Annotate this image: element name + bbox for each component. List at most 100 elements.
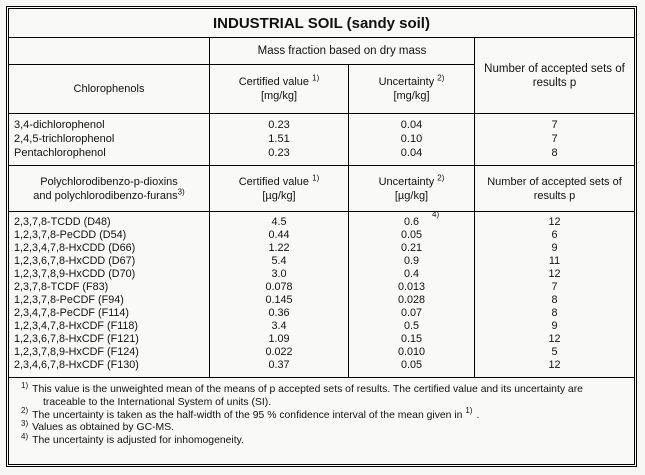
compound-name: 2,3,7,8-TCDF (F83) [8, 281, 210, 294]
footnote-1-text: This value is the unweighted mean of the… [32, 384, 583, 408]
footnote-3-marker: 3) [21, 418, 29, 428]
uncertainty-header: Uncertainty 2) [mg/kg] [348, 64, 475, 114]
uncertainty-value: 0.15 [348, 333, 475, 346]
footnote-1: 1) This value is the unweighted mean of t… [15, 380, 626, 410]
uncertainty-value: 0.013 [348, 281, 475, 294]
certified-value: 4.5 [209, 211, 349, 229]
footnote-ref-1: 1) [312, 73, 320, 83]
compound-name: 1,2,3,6,7,8-HxCDD (D67) [8, 255, 210, 268]
compound-name: 3,4-dichlorophenol [8, 113, 210, 132]
footnotes-cell: 1) This value is the unweighted mean of t… [8, 377, 635, 465]
table-row: 2,3,7,8-TCDD (D48) 4.5 0.6 4) 12 [8, 211, 635, 229]
certified-value-unit: [µg/kg] [262, 189, 296, 202]
dioxins-section-label: Polychlorodibenzo-p-dioxins and polychlo… [8, 165, 210, 212]
table-title-row: INDUSTRIAL SOIL (sandy soil) [8, 8, 635, 38]
dioxins-label-line2: and polychlorodibenzo-furans [33, 189, 178, 202]
uncertainty-value: 0.028 [348, 294, 475, 307]
uncertainty-value: 0.21 [348, 242, 475, 255]
sets-value: 12 [474, 268, 635, 281]
table-row: 1,2,3,4,7,8-HxCDF (F118) 3.4 0.5 9 [8, 320, 635, 333]
compound-name: 1,2,3,4,7,8-HxCDF (F118) [8, 320, 210, 333]
table-row: 1,2,3,6,7,8-HxCDD (D67) 5.4 0.9 11 [8, 255, 635, 268]
certified-value-header: Certified value 1) [µg/kg] [209, 165, 349, 212]
sets-value: 12 [474, 211, 635, 229]
uncertainty-value: 0.6 4) [348, 211, 475, 229]
certified-value: 5.4 [209, 255, 349, 268]
sets-value: 9 [474, 320, 635, 333]
table-row: 2,4,5-trichlorophenol 1.51 0.10 7 [8, 132, 635, 146]
footnote-4: 4) The uncertainty is adjusted for inhomo… [15, 431, 626, 448]
footnotes-row: 1) This value is the unweighted mean of t… [8, 377, 635, 465]
compound-name: 1,2,3,6,7,8-HxCDF (F121) [8, 333, 210, 346]
sets-value: 6 [474, 229, 635, 242]
footnote-3: 3) Values as obtained by GC-MS. [15, 418, 626, 435]
table-row: Pentachlorophenol 0.23 0.04 8 [8, 146, 635, 166]
table-row: 2,3,4,6,7,8-HxCDF (F130) 0.37 0.05 12 [8, 359, 635, 378]
uncertainty-unit: [µg/kg] [394, 189, 429, 202]
footnote-4-marker: 4) [21, 431, 29, 441]
compound-name: 2,4,5-trichlorophenol [8, 132, 210, 146]
certified-value: 0.145 [209, 294, 349, 307]
certified-value: 0.23 [209, 146, 349, 166]
certified-value: 3.0 [209, 268, 349, 281]
footnote-ref-2: 2) [437, 172, 445, 182]
certified-value: 0.23 [209, 113, 349, 132]
footnote-ref-2: 2) [437, 73, 445, 83]
sets-value: 12 [474, 333, 635, 346]
uncertainty-value: 0.05 [348, 229, 475, 242]
dioxins-header-row: Polychlorodibenzo-p-dioxins and polychlo… [8, 165, 635, 212]
certified-value: 3.4 [209, 320, 349, 333]
table-row: 1,2,3,7,8,9-HxCDD (D70) 3.0 0.4 12 [8, 268, 635, 281]
certified-value: 0.078 [209, 281, 349, 294]
certified-value: 0.37 [209, 359, 349, 378]
footnote-2-text: The uncertainty is taken as the half-wid… [32, 409, 466, 421]
sets-value: 8 [474, 294, 635, 307]
compound-name: 2,3,4,6,7,8-HxCDF (F130) [8, 359, 210, 378]
accepted-sets-header: Number of accepted sets of results p [474, 165, 635, 212]
certified-value: 1.09 [209, 333, 349, 346]
sets-value: 8 [474, 146, 635, 166]
empty-corner-cell [8, 37, 210, 65]
footnote-2-ref: 1) [465, 406, 473, 416]
chlorophenols-header-row: Chlorophenols Certified value 1) [mg/kg]… [8, 64, 635, 114]
table-row: 1,2,3,4,7,8-HxCDD (D66) 1.22 0.21 9 [8, 242, 635, 255]
footnote-3-text: Values as obtained by GC-MS. [32, 422, 175, 434]
uncertainty-label: Uncertainty [378, 76, 435, 88]
certified-value-header: Certified value 1) [mg/kg] [209, 64, 349, 114]
certified-value-unit: [mg/kg] [260, 90, 298, 102]
uncertainty-value: 0.010 [348, 346, 475, 359]
table-row: 1,2,3,7,8-PeCDD (D54) 0.44 0.05 6 [8, 229, 635, 242]
sets-value: 5 [474, 346, 635, 359]
certified-value: 0.44 [209, 229, 349, 242]
compound-name: 1,2,3,7,8,9-HxCDD (D70) [8, 268, 210, 281]
accepted-sets-header: Number of accepted sets of results p [474, 37, 635, 114]
certified-value: 0.36 [209, 307, 349, 320]
uncertainty-value: 0.5 [348, 320, 475, 333]
table-row: 1,2,3,7,8,9-HxCDF (F124) 0.022 0.010 5 [8, 346, 635, 359]
footnote-2-marker: 2) [21, 406, 29, 416]
uncertainty-header: Uncertainty 2) [µg/kg] [348, 165, 475, 212]
compound-name: 1,2,3,7,8-PeCDF (F94) [8, 294, 210, 307]
certified-value: 1.22 [209, 242, 349, 255]
footnote-1-marker: 1) [21, 380, 29, 390]
table-row: 1,2,3,7,8-PeCDF (F94) 0.145 0.028 8 [8, 294, 635, 307]
sets-value: 7 [474, 113, 635, 132]
compound-name: 1,2,3,7,8,9-HxCDF (F124) [8, 346, 210, 359]
uncertainty-label: Uncertainty [378, 175, 435, 188]
mass-fraction-header: Mass fraction based on dry mass [209, 37, 475, 65]
footnote-ref-3: 3) [177, 186, 185, 196]
uncertainty-value: 0.4 [348, 268, 475, 281]
sets-value: 7 [474, 281, 635, 294]
certificate-table-frame: INDUSTRIAL SOIL (sandy soil) Mass fracti… [6, 6, 637, 467]
uncertainty-unit: [mg/kg] [393, 90, 430, 102]
chlorophenols-section-label: Chlorophenols [8, 64, 210, 114]
footnote-2: 2) The uncertainty is taken as the half-w… [15, 407, 626, 423]
certified-value: 0.022 [209, 346, 349, 359]
certified-values-table: INDUSTRIAL SOIL (sandy soil) Mass fracti… [8, 8, 635, 465]
compound-name: 2,3,4,7,8-PeCDF (F114) [8, 307, 210, 320]
sets-value: 7 [474, 132, 635, 146]
certified-value-label: Certified value [238, 76, 310, 88]
footnote-ref-1: 1) [312, 172, 320, 182]
sets-value: 12 [474, 359, 635, 378]
compound-name: 1,2,3,4,7,8-HxCDD (D66) [8, 242, 210, 255]
